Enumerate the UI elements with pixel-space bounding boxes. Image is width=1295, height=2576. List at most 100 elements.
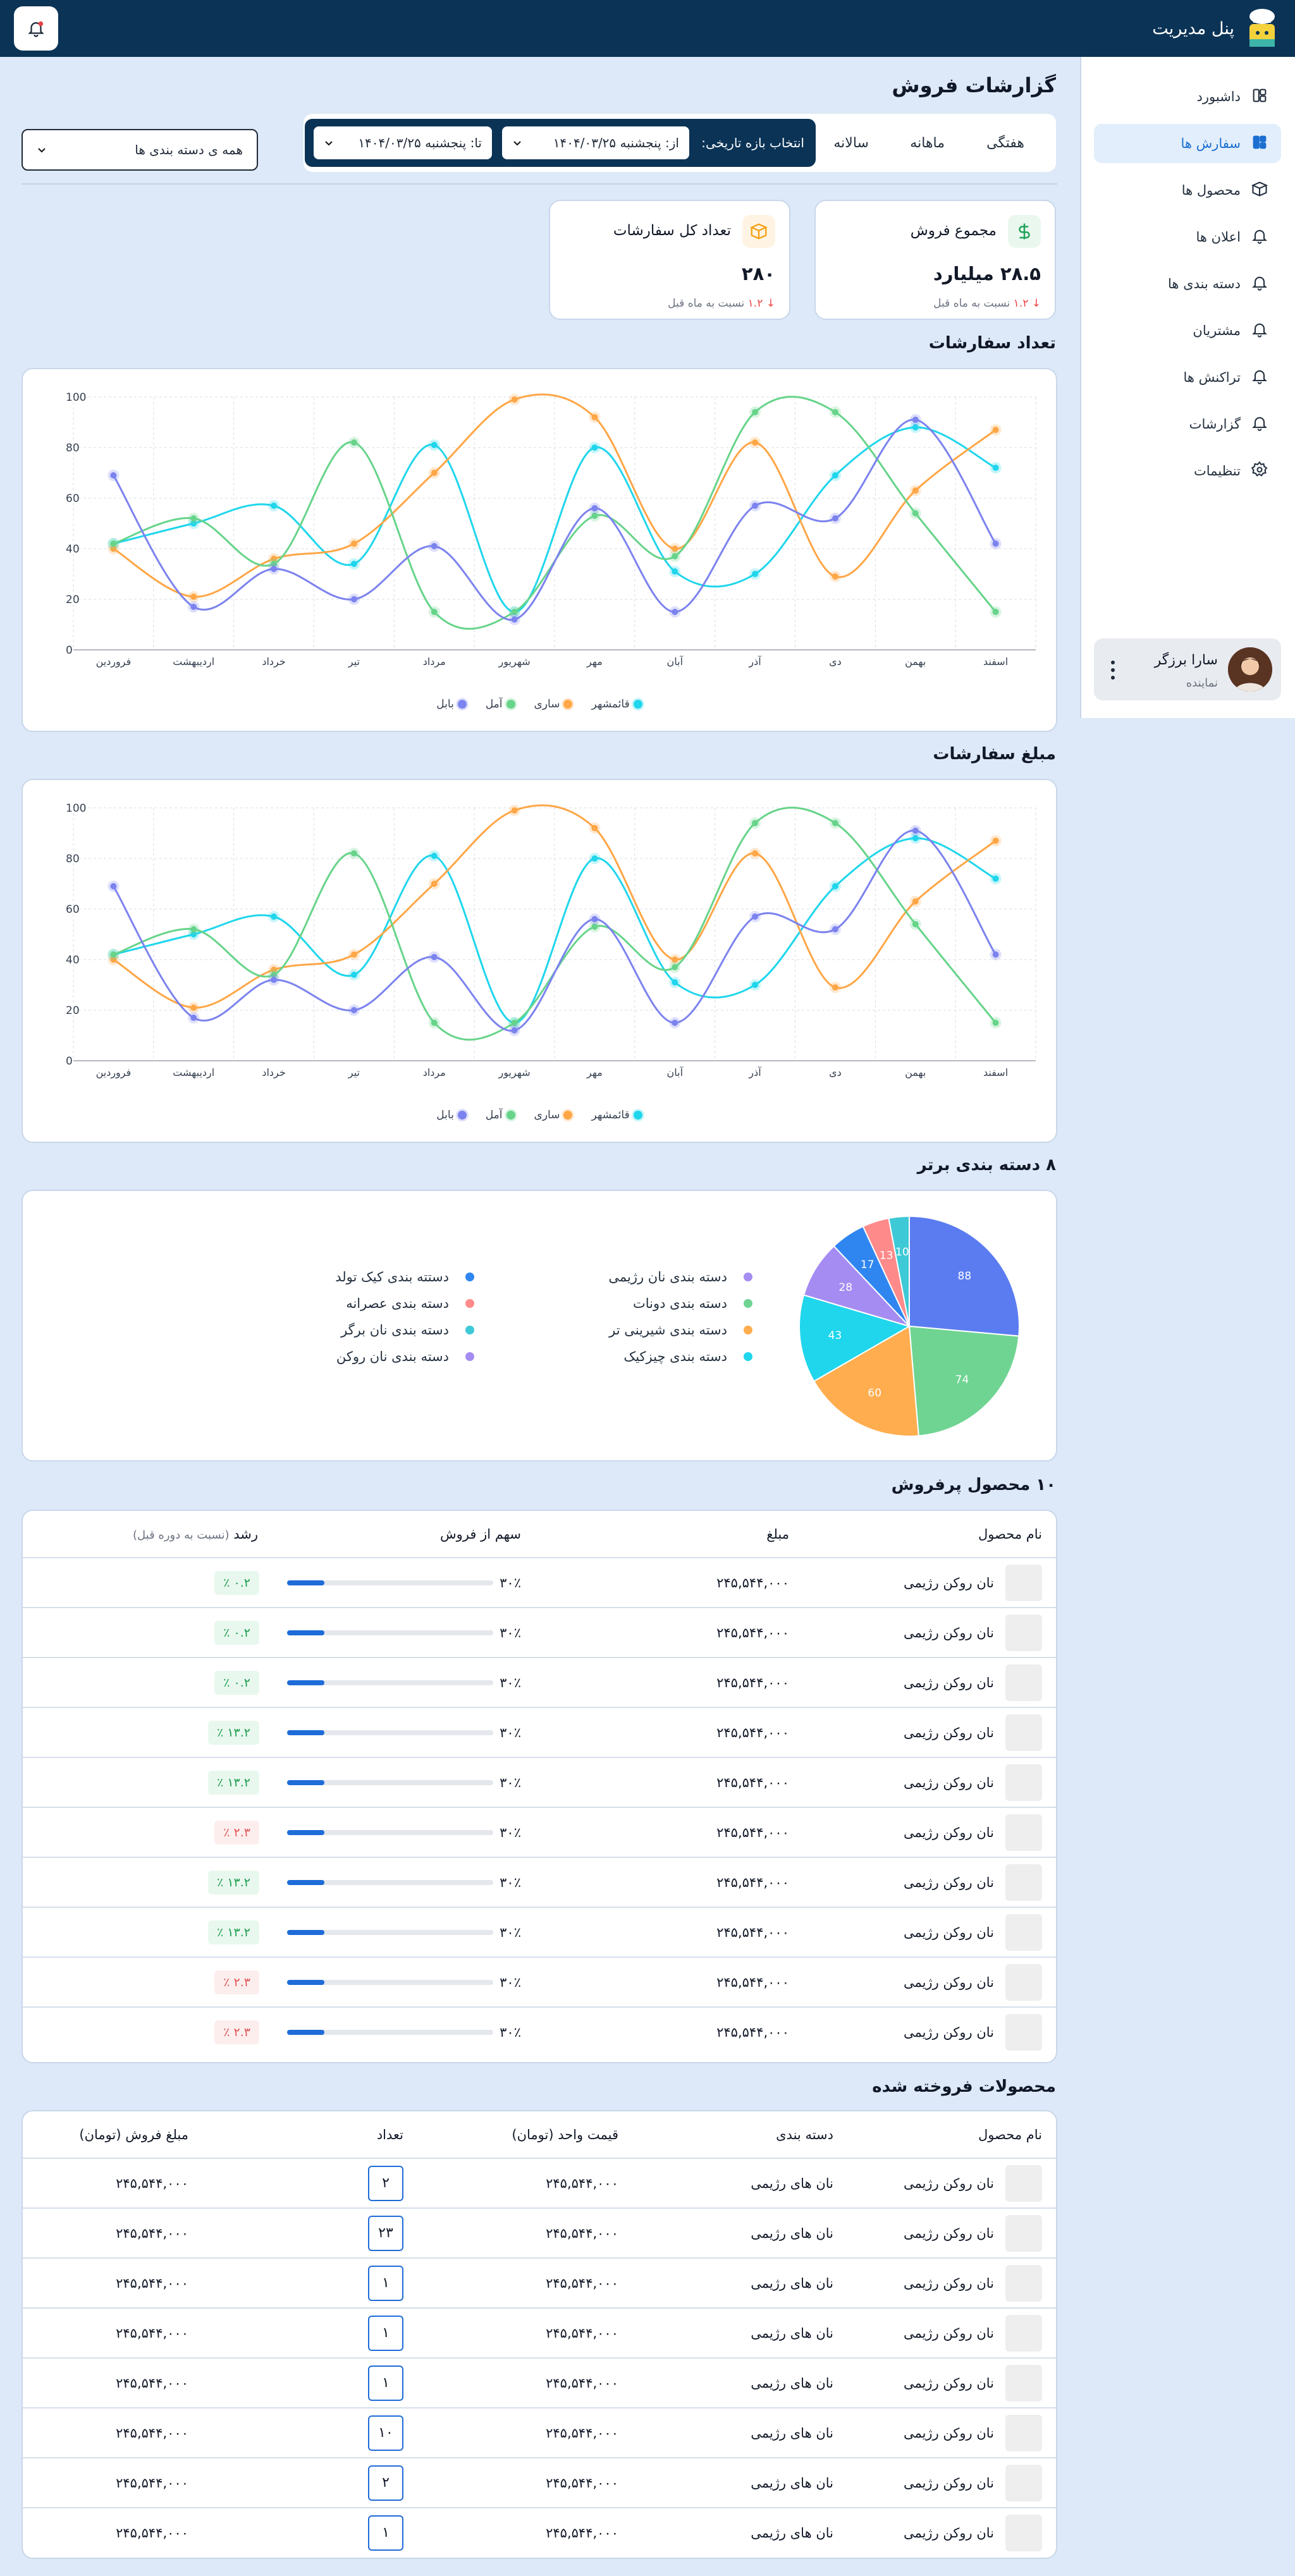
data-point <box>110 472 117 479</box>
legend-label: دسته بندی نان رژیمی <box>608 1269 727 1285</box>
series-line <box>113 804 997 1009</box>
product-name: نان روکن رژیمی <box>903 1924 994 1940</box>
product-name: نان روکن رژیمی <box>903 1974 994 1990</box>
legend-item[interactable]: قائمشهر <box>591 1109 642 1121</box>
x-tick-label: مرداد <box>423 656 446 668</box>
legend-item[interactable]: آمل <box>486 698 515 711</box>
legend-swatch <box>457 700 467 709</box>
amount-cell: ۲۴۵,۵۴۴,۰۰۰ <box>535 1757 803 1807</box>
data-point <box>832 515 838 522</box>
table-row[interactable]: نان روکن رژیمی ۲۴۵,۵۴۴,۰۰۰ ۳۰٪ ۱۳.۲ ٪ <box>23 1707 1056 1757</box>
table-row[interactable]: نان روکن رژیمی ۲۴۵,۵۴۴,۰۰۰ ۳۰٪ ۰.۲ ٪ <box>23 1557 1056 1608</box>
x-tick-label: اردیبهشت <box>173 656 214 668</box>
notifications-button[interactable] <box>14 6 58 51</box>
sidebar-item-4[interactable]: دسته بندی ها <box>1094 264 1281 303</box>
tab-weekly[interactable]: هفتگی <box>986 135 1024 151</box>
sidebar-item-8[interactable]: تنظیمات <box>1094 451 1281 491</box>
legend-item[interactable]: ساری <box>534 1109 573 1121</box>
product-cell: نان روکن رژیمی <box>803 1907 1056 1957</box>
table-row[interactable]: نان روکن رژیمی نان های رژیمی ۲۴۵,۵۴۴,۰۰۰ ۲ ۲… <box>23 2457 1056 2508</box>
table-row[interactable]: نان روکن رژیمی ۲۴۵,۵۴۴,۰۰۰ ۳۰٪ ۲.۳ ٪ <box>23 1956 1056 2007</box>
product-name: نان روکن رژیمی <box>903 1675 994 1690</box>
table-row[interactable]: نان روکن رژیمی ۲۴۵,۵۴۴,۰۰۰ ۳۰٪ ۲.۳ ٪ <box>23 1807 1056 1857</box>
category-cell: نان های رژیمی <box>632 2158 847 2208</box>
table-row[interactable]: نان روکن رژیمی ۲۴۵,۵۴۴,۰۰۰ ۳۰٪ ۰.۲ ٪ <box>23 1657 1056 1707</box>
table-row[interactable]: نان روکن رژیمی نان های رژیمی ۲۴۵,۵۴۴,۰۰۰ ۲ ۲… <box>23 2158 1056 2208</box>
sidebar-item-0[interactable]: داشبورد <box>1094 77 1281 116</box>
orders-count-chart-card: 0 20 40 60 80 100 فروردین اردیبهشت خرداد تیر مرداد… <box>21 368 1057 732</box>
product-thumbnail <box>1005 2314 1042 2352</box>
table-row[interactable]: نان روکن رژیمی نان های رژیمی ۲۴۵,۵۴۴,۰۰۰ ۱ ۲… <box>23 2307 1056 2358</box>
data-point <box>190 594 197 600</box>
table-row[interactable]: نان روکن رژیمی ۲۴۵,۵۴۴,۰۰۰ ۳۰٪ ۱۳.۲ ٪ <box>23 1757 1056 1807</box>
bell-icon <box>1251 320 1268 341</box>
total-cell: ۲۴۵,۵۴۴,۰۰۰ <box>23 2257 202 2308</box>
data-point <box>190 604 197 610</box>
legend-item[interactable]: بابل <box>436 1109 467 1121</box>
table-row[interactable]: نان روکن رژیمی نان های رژیمی ۲۴۵,۵۴۴,۰۰۰ ۱ ۲… <box>23 2357 1056 2408</box>
x-tick-label: دی <box>829 656 842 668</box>
amount-cell: ۲۴۵,۵۴۴,۰۰۰ <box>535 1956 803 2007</box>
share-label: ۳۰٪ <box>500 1874 521 1890</box>
pie-slice <box>888 1215 910 1327</box>
growth-badge: ۲.۳ ٪ <box>214 1970 259 1994</box>
pie-slice <box>908 1325 1020 1437</box>
data-point <box>511 609 518 615</box>
table-row[interactable]: نان روکن رژیمی نان های رژیمی ۲۴۵,۵۴۴,۰۰۰ ۱ ۲… <box>23 2257 1056 2308</box>
growth-cell: ۱۳.۲ ٪ <box>23 1907 273 1957</box>
product-cell: نان روکن رژیمی <box>847 2407 1056 2458</box>
table-row[interactable]: نان روکن رژیمی نان های رژیمی ۲۴۵,۵۴۴,۰۰۰ ۱۰… <box>23 2407 1056 2458</box>
table-row[interactable]: نان روکن رژیمی ۲۴۵,۵۴۴,۰۰۰ ۳۰٪ ۰.۲ ٪ <box>23 1607 1056 1657</box>
legend-label: دسته بندی شیرینی تر <box>609 1322 727 1338</box>
qty-box: ۱ <box>368 2515 403 2551</box>
legend-swatch <box>506 700 515 709</box>
product-name: نان روکن رژیمی <box>903 1774 994 1790</box>
amount-cell: ۲۴۵,۵۴۴,۰۰۰ <box>535 1707 803 1757</box>
share-cell: ۳۰٪ <box>273 1757 535 1807</box>
date-from-select[interactable]: از: پنجشنبه ۱۴۰۴/۰۳/۲۵ <box>502 126 689 159</box>
brand[interactable]: پنل مدیریت <box>1152 8 1279 49</box>
table-row[interactable]: نان روکن رژیمی نان های رژیمی ۲۴۵,۵۴۴,۰۰۰ ۲۳… <box>23 2207 1056 2258</box>
legend-item[interactable]: ساری <box>534 698 573 711</box>
tab-yearly[interactable]: سالانه <box>833 135 869 151</box>
sidebar-item-7[interactable]: گزارشات <box>1094 405 1281 444</box>
table-row[interactable]: نان روکن رژیمی ۲۴۵,۵۴۴,۰۰۰ ۳۰٪ ۱۳.۲ ٪ <box>23 1907 1056 1957</box>
table-row[interactable]: نان روکن رژیمی نان های رژیمی ۲۴۵,۵۴۴,۰۰۰ ۱ ۲… <box>23 2507 1056 2558</box>
col-header-qty: تعداد <box>376 2127 403 2142</box>
legend-item[interactable]: بابل <box>436 698 467 711</box>
pie-legend-item: دستته بندی کیک تولد <box>196 1269 474 1285</box>
series-line <box>113 418 997 621</box>
data-point <box>431 881 438 887</box>
sidebar-item-3[interactable]: اعلان ها <box>1094 217 1281 257</box>
stat-card-total-orders: تعداد کل سفارشات ۲۸۰ ↓ ۱.۲ نسبت به ماه ق… <box>549 200 790 320</box>
qty-box: ۲ <box>368 2465 403 2501</box>
date-to-select[interactable]: تا: پنجشنبه ۱۴۰۴/۰۳/۲۵ <box>314 126 492 159</box>
sidebar-item-1[interactable]: سفارش ها <box>1094 124 1281 163</box>
stat-subtext: ↓ ۱.۲ نسبت به ماه قبل <box>933 297 1041 310</box>
data-point <box>431 853 438 859</box>
tab-monthly[interactable]: ماهانه <box>910 135 945 151</box>
y-tick-label: 100 <box>66 802 86 815</box>
sidebar-item-5[interactable]: مشتریان <box>1094 311 1281 350</box>
user-card[interactable]: سارا برزگر نماینده <box>1094 638 1281 700</box>
more-options-icon[interactable] <box>1105 657 1120 683</box>
product-thumbnail <box>1005 1963 1042 2001</box>
x-tick-label: خرداد <box>262 656 285 668</box>
legend-item[interactable]: قائمشهر <box>591 698 642 711</box>
share-progress-fill <box>287 1929 324 1935</box>
amount-cell: ۲۴۵,۵۴۴,۰۰۰ <box>535 1607 803 1657</box>
stat-sub-label: نسبت به ماه قبل <box>668 297 745 310</box>
product-thumbnail <box>1005 2414 1042 2451</box>
product-thumbnail <box>1005 2214 1042 2252</box>
category-select[interactable]: همه ی دسته بندی ها <box>21 129 258 171</box>
table-row[interactable]: نان روکن رژیمی ۲۴۵,۵۴۴,۰۰۰ ۳۰٪ ۲.۳ ٪ <box>23 2006 1056 2057</box>
data-point <box>271 972 278 978</box>
product-cell: نان روکن رژیمی <box>847 2357 1056 2408</box>
table-row[interactable]: نان روکن رژیمی ۲۴۵,۵۴۴,۰۰۰ ۳۰٪ ۱۳.۲ ٪ <box>23 1857 1056 1907</box>
sidebar-item-6[interactable]: تراکنش ها <box>1094 358 1281 397</box>
total-cell: ۲۴۵,۵۴۴,۰۰۰ <box>23 2457 202 2508</box>
y-tick-label: 80 <box>66 442 80 455</box>
share-cell: ۳۰٪ <box>273 1857 535 1907</box>
sidebar-item-2[interactable]: محصول ها <box>1094 171 1281 210</box>
legend-item[interactable]: آمل <box>486 1109 515 1121</box>
